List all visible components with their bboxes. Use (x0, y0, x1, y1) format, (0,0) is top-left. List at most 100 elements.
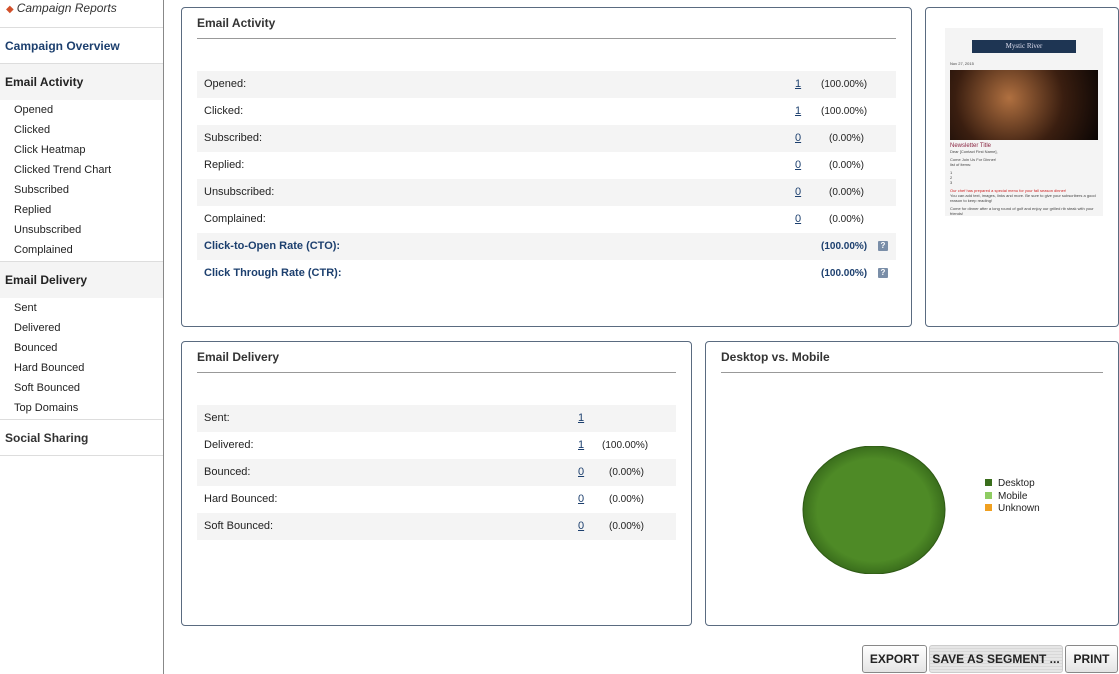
legend-label: Mobile (998, 490, 1028, 502)
stat-row: Replied: 0 (0.00%) (197, 152, 896, 179)
legend-swatch (985, 491, 992, 499)
stat-value-link[interactable]: 0 (795, 213, 802, 225)
help-icon[interactable]: ? (878, 268, 888, 278)
stat-label: Bounced: (204, 466, 251, 478)
preview-text: 1 (950, 170, 953, 175)
campaign-reports-link[interactable]: ◆ Campaign Reports (0, 0, 163, 28)
stat-percent: (0.00%) (829, 214, 865, 225)
legend-item: Mobile (985, 491, 1040, 504)
email-delivery-panel: Email Delivery Sent: 1 Delivered: 1 (100.00%… (181, 341, 692, 626)
stat-percent: (100.00%) (821, 106, 868, 117)
stat-label: Subscribed: (204, 132, 263, 144)
stat-percent: (0.00%) (609, 467, 645, 478)
stat-percent: (100.00%) (821, 79, 868, 90)
stat-label: Delivered: (204, 439, 254, 451)
preview-text: You can add text, images, links and more… (950, 193, 1096, 203)
panel-title: Email Activity (197, 16, 896, 39)
stat-row: Delivered: 1 (100.00%) (197, 432, 676, 459)
preview-text: 3 (950, 180, 953, 185)
stat-row: Complained: 0 (0.00%) (197, 206, 896, 233)
stat-label: Unsubscribed: (204, 186, 275, 198)
pie-slice-desktop (802, 446, 946, 574)
stat-percent: (0.00%) (609, 521, 645, 532)
stat-value-link[interactable]: 0 (578, 466, 585, 478)
sidebar-item[interactable]: Complained (14, 244, 73, 256)
stat-value-link[interactable]: 0 (578, 520, 585, 532)
sidebar-item[interactable]: Subscribed (14, 184, 70, 196)
export-button[interactable]: EXPORT (862, 645, 927, 673)
legend-label: Unknown (998, 503, 1040, 514)
chart-legend: Desktop Mobile Unknown (985, 478, 1040, 516)
sidebar-item[interactable]: Clicked Trend Chart (14, 164, 112, 176)
stat-value-link[interactable]: 1 (795, 78, 802, 90)
print-button[interactable]: PRINT (1065, 645, 1118, 673)
back-arrow-icon: ◆ (6, 4, 14, 15)
sidebar-item[interactable]: Bounced (14, 342, 58, 354)
stat-percent: (0.00%) (609, 494, 645, 505)
legend-swatch (985, 504, 992, 511)
sidebar-item[interactable]: Top Domains (14, 402, 79, 414)
preview-text: Come for dinner after a long round of go… (950, 206, 1094, 216)
stat-row: Bounced: 0 (0.00%) (197, 459, 676, 486)
stat-percent: (0.00%) (829, 160, 865, 171)
sidebar-item[interactable]: Hard Bounced (14, 362, 85, 374)
stat-value-link[interactable]: 0 (795, 132, 802, 144)
email-preview-thumbnail[interactable]: Mystic River Nov 27, 2015 Newsletter Tit… (945, 28, 1103, 216)
save-as-segment-button[interactable]: SAVE AS SEGMENT ... (929, 645, 1063, 673)
sidebar-item[interactable]: Sent (14, 302, 37, 314)
rate-percent: (100.00%) (821, 241, 868, 252)
sidebar-campaign-overview[interactable]: Campaign Overview (0, 28, 163, 64)
sidebar: ◆ Campaign Reports Campaign Overview Emai… (0, 0, 164, 674)
legend-label: Desktop (998, 478, 1035, 489)
stat-row: Unsubscribed: 0 (0.00%) (197, 179, 896, 206)
stat-value-link[interactable]: 0 (795, 159, 802, 171)
sidebar-social-sharing[interactable]: Social Sharing (0, 420, 163, 456)
stat-percent: (0.00%) (829, 133, 865, 144)
panel-title: Email Delivery (197, 350, 676, 373)
rate-row: Click Through Rate (CTR): (100.00%)? (197, 260, 896, 287)
brand-logo: Mystic River (972, 40, 1076, 53)
pie-chart (802, 446, 946, 574)
rate-label: Click-to-Open Rate (CTO): (204, 240, 341, 252)
stat-label: Clicked: (204, 105, 244, 117)
sidebar-item[interactable]: Soft Bounced (14, 382, 81, 394)
preview-text: 2 (950, 175, 953, 180)
stat-row: Soft Bounced: 0 (0.00%) (197, 513, 676, 540)
sidebar-item[interactable]: Delivered (14, 322, 61, 334)
preview-text: Dear [Contact First Name], (950, 149, 998, 154)
chart-title: Desktop vs. Mobile (721, 350, 1103, 373)
stat-value-link[interactable]: 0 (578, 493, 585, 505)
sidebar-email-activity[interactable]: Email Activity (0, 64, 163, 100)
stat-percent: (0.00%) (829, 187, 865, 198)
sidebar-item[interactable]: Unsubscribed (14, 224, 82, 236)
help-icon[interactable]: ? (878, 241, 888, 251)
stat-label: Sent: (204, 412, 230, 424)
sidebar-item[interactable]: Click Heatmap (14, 144, 86, 156)
stat-label: Opened: (204, 78, 247, 90)
email-activity-panel: Email Activity Opened: 1 (100.00%) Clicked:… (181, 7, 912, 327)
preview-text: Come Join Us For Dinner! (950, 157, 997, 162)
preview-photo (950, 70, 1098, 140)
stat-value-link[interactable]: 1 (795, 105, 802, 117)
stat-label: Replied: (204, 159, 245, 171)
stat-value-link[interactable]: 1 (578, 412, 585, 424)
stat-value-link[interactable]: 1 (578, 439, 585, 451)
stat-value-link[interactable]: 0 (795, 186, 802, 198)
sidebar-item[interactable]: Clicked (14, 124, 51, 136)
sidebar-email-delivery[interactable]: Email Delivery (0, 262, 163, 298)
rate-label: Click Through Rate (CTR): (204, 267, 342, 279)
stat-row: Hard Bounced: 0 (0.00%) (197, 486, 676, 513)
stat-row: Opened: 1 (100.00%) (197, 71, 896, 98)
rate-percent: (100.00%) (821, 268, 868, 279)
stat-label: Hard Bounced: (204, 493, 278, 505)
stat-label: Soft Bounced: (204, 520, 274, 532)
preview-text: list of items: (950, 162, 972, 167)
stat-label: Complained: (204, 213, 266, 225)
sidebar-item[interactable]: Replied (14, 204, 52, 216)
stat-row: Clicked: 1 (100.00%) (197, 98, 896, 125)
preview-title: Newsletter Title (950, 143, 992, 149)
stat-row: Sent: 1 (197, 405, 676, 432)
sidebar-item[interactable]: Opened (14, 104, 54, 116)
preview-text: Our chef has prepared a special menu for… (950, 188, 1067, 193)
rate-row: Click-to-Open Rate (CTO): (100.00%)? (197, 233, 896, 260)
